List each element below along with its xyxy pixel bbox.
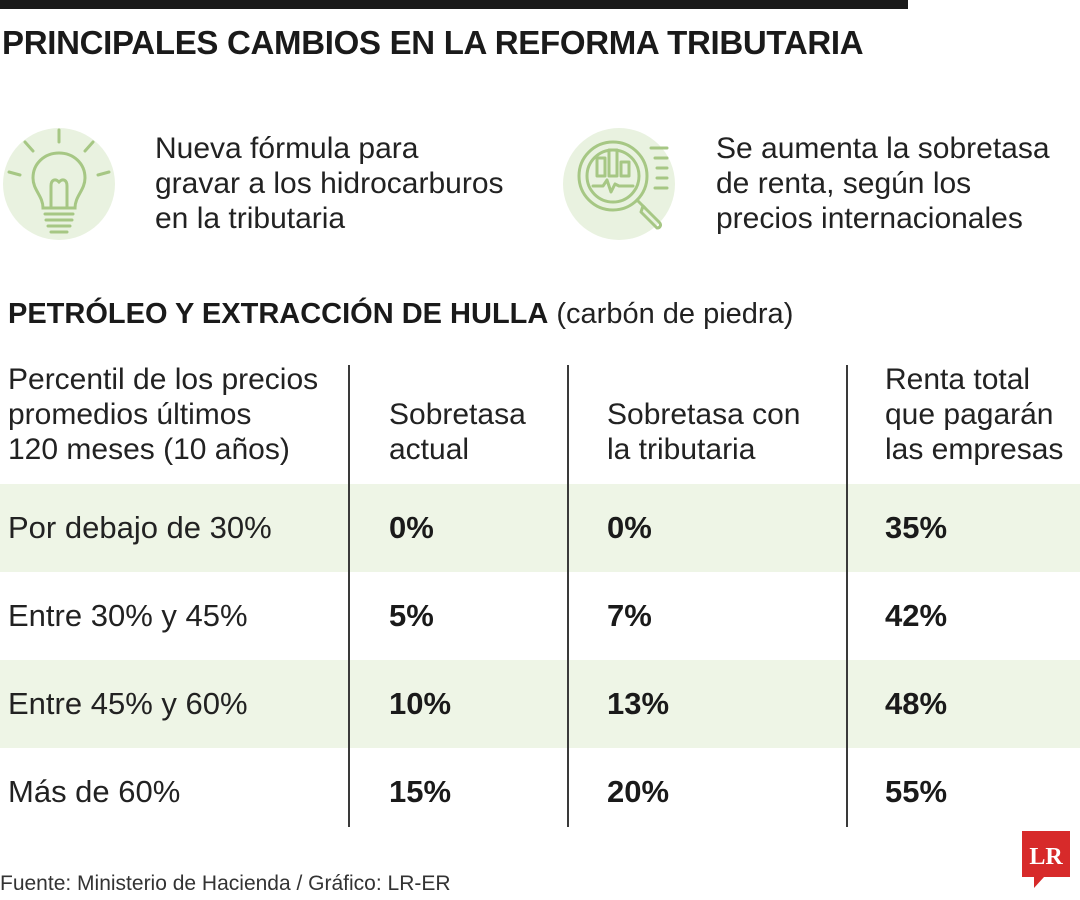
row-label: Más de 60% <box>8 774 181 809</box>
header-line: la tributaria <box>607 433 756 466</box>
sobretasa-tributaria-value: 13% <box>607 686 670 721</box>
table-row: Más de 60% 15% 20% 55% <box>0 748 1080 836</box>
header-line: las empresas <box>885 433 1064 466</box>
source-note: Fuente: Ministerio de Hacienda / Gráfico… <box>0 872 451 895</box>
top-bar <box>0 0 908 9</box>
sobretasa-tributaria-value: 20% <box>607 774 670 809</box>
feature-1-text: Nueva fórmula para gravar a los hidrocar… <box>155 131 504 236</box>
sobretasa-tributaria-value: 7% <box>607 598 652 633</box>
table-row: Por debajo de 30% 0% 0% 35% <box>0 484 1080 572</box>
column-header-sobretasa-tributaria: Sobretasa con la tributaria <box>607 397 800 467</box>
sobretasa-actual-value: 0% <box>389 510 434 545</box>
section-title-main: PETRÓLEO Y EXTRACCIÓN DE HULLA <box>8 298 549 330</box>
header-line: Renta total <box>885 363 1031 396</box>
logo-text: LR <box>1029 844 1063 870</box>
header-line: actual <box>389 433 470 466</box>
renta-total-value: 35% <box>885 510 948 545</box>
column-divider <box>348 365 350 827</box>
header-line: Percentil de los precios <box>8 363 319 396</box>
feature-line: de renta, según los <box>716 167 972 200</box>
row-label: Por debajo de 30% <box>8 510 272 545</box>
lightbulb-icon <box>3 128 115 240</box>
table-row: Entre 45% y 60% 10% 13% 48% <box>0 660 1080 748</box>
renta-total-value: 48% <box>885 686 948 721</box>
feature-line: gravar a los hidrocarburos <box>155 167 504 200</box>
section-title: PETRÓLEO Y EXTRACCIÓN DE HULLA (carbón d… <box>8 298 793 331</box>
column-divider <box>846 365 848 827</box>
header-line: Sobretasa <box>389 398 526 431</box>
header-line: 120 meses (10 años) <box>8 433 290 466</box>
sobretasa-actual-value: 15% <box>389 774 452 809</box>
header-line: Sobretasa con <box>607 398 801 431</box>
page-title: PRINCIPALES CAMBIOS EN LA REFORMA TRIBUT… <box>2 24 864 61</box>
section-subtitle: (carbón de piedra) <box>556 298 794 330</box>
column-header-renta-total: Renta total que pagarán las empresas <box>885 362 1063 467</box>
sobretasa-tributaria-value: 0% <box>607 510 652 545</box>
column-divider <box>567 365 569 827</box>
renta-total-value: 42% <box>885 598 948 633</box>
feature-line: Se aumenta la sobretasa <box>716 132 1050 165</box>
header-line: promedios últimos <box>8 398 252 431</box>
sobretasa-actual-value: 10% <box>389 686 452 721</box>
lr-logo: LR <box>1022 831 1070 894</box>
feature-line: precios internacionales <box>716 202 1023 235</box>
feature-2-text: Se aumenta la sobretasa de renta, según … <box>716 131 1050 236</box>
renta-total-value: 55% <box>885 774 948 809</box>
header-line: que pagarán <box>885 398 1054 431</box>
feature-line: en la tributaria <box>155 202 346 235</box>
chart-magnifier-icon <box>563 128 675 240</box>
sobretasa-actual-value: 5% <box>389 598 434 633</box>
row-label: Entre 45% y 60% <box>8 686 248 721</box>
feature-line: Nueva fórmula para <box>155 132 419 165</box>
column-header-sobretasa-actual: Sobretasa actual <box>389 397 526 467</box>
row-label: Entre 30% y 45% <box>8 598 248 633</box>
table-row: Entre 30% y 45% 5% 7% 42% <box>0 572 1080 660</box>
column-header-percentil: Percentil de los precios promedios últim… <box>8 362 318 467</box>
